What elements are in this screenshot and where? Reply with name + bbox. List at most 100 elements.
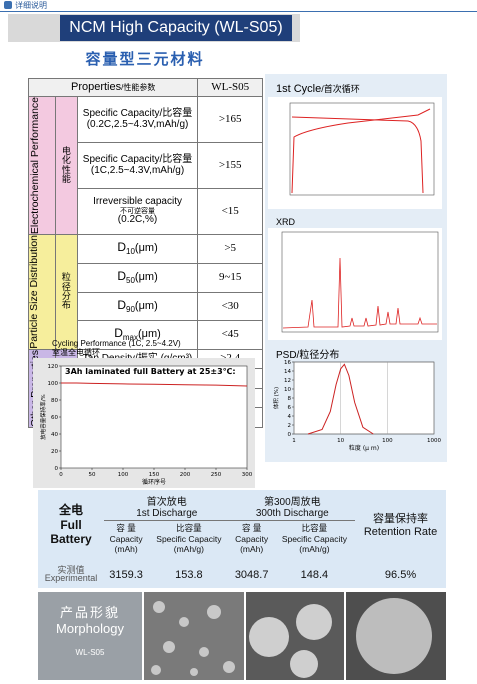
y-tick-label: 16 (284, 360, 291, 366)
group-cn: 电化性能 (55, 95, 78, 236)
head-en: Properties (70, 80, 122, 93)
column-en: Specific Capacity (281, 534, 348, 544)
row-en: Experimental (44, 573, 98, 583)
value: <15 (197, 188, 263, 236)
x-tick-label: 100 (118, 472, 129, 478)
head-cn: /性能参数 (121, 82, 156, 92)
label-sub: max (122, 333, 139, 343)
label-sub: 90 (126, 304, 135, 314)
value: >5 (197, 234, 263, 264)
group-cn: 第300周放电 (263, 497, 321, 508)
plot-area (293, 361, 435, 435)
column-head: 比容量 Specific Capacity (mAh/g) (274, 521, 355, 556)
icon (4, 1, 12, 9)
label-line: (0.2C,2.5~4.3V,mAh/g) (86, 118, 189, 130)
column-unit: (mAh) (240, 544, 264, 554)
retention: 容量保持率 Retention Rate (355, 492, 446, 555)
column-cn: 容 量 (241, 523, 262, 533)
x-tick-label: 1000 (427, 438, 441, 444)
y-tick-label: 10 (284, 387, 291, 393)
cycling-caption: Cycling Performance (1C, 2.5~4.2V) 室温全电循… (52, 339, 181, 357)
value: >165 (197, 95, 263, 144)
y-tick-label: 0 (55, 466, 59, 472)
label-symbol: D (117, 297, 126, 312)
plot-bg (268, 228, 442, 340)
column-cn: 容 量 (116, 523, 136, 533)
title: Cycling Performance (1C, 2.5~4.2V) (52, 339, 181, 348)
value: <30 (197, 291, 263, 322)
label: D50(μm) (76, 262, 199, 293)
y-tick-label: 6 (288, 405, 292, 411)
header-row: Properties/性能参数 WL-S05 (27, 78, 263, 97)
y-tick-label: 120 (48, 364, 59, 370)
column-en: Capacity (109, 534, 143, 544)
label-line: Specific Capacity/比容量 (82, 108, 193, 120)
label-sub: 10 (126, 247, 135, 257)
discharge-curve (291, 116, 424, 194)
group-en: Particle Size Distribution (28, 234, 56, 350)
spacer (38, 555, 446, 565)
group-cn-text: 电化性能 (61, 145, 71, 184)
label-line: (0.2C,%) (117, 214, 158, 226)
top-bar: 详细说明 (0, 0, 477, 12)
sem-2-particles (249, 604, 332, 678)
label-line: 不可逆容量 (120, 207, 156, 215)
x-tick-label: 250 (211, 472, 222, 478)
x-tick-label: 0 (59, 472, 63, 478)
row: D50(μm) 9~15 (29, 262, 263, 293)
row: Dmax(μm) <45 (29, 320, 263, 350)
label-unit: (μm) (138, 328, 161, 341)
xrd-pattern (282, 257, 437, 329)
first-cycle-chart (268, 97, 442, 209)
data-line (61, 382, 248, 387)
group-en-text: Particle Size Distribution (28, 235, 40, 349)
y-axis-label: 体积 (%) (272, 387, 280, 409)
battery-subhead: 容 量 Capacity (mAh) 比容量 Specific Capacity (mAh… (38, 521, 446, 556)
column-unit: (mAh/g) (299, 544, 330, 554)
label: D90(μm) (76, 291, 199, 322)
value: <45 (197, 320, 263, 350)
label-unit: (μm) (134, 242, 158, 255)
row-value: 3159.3 (109, 568, 143, 581)
xrd-chart (268, 228, 442, 340)
column-head: 容 量 Capacity (mAh) (104, 521, 148, 556)
sem-1-particles (151, 601, 235, 676)
morph-model: WL-S05 (75, 648, 105, 657)
cycling-chart: 0 20 40 60 80 100 120 0 50 100 150 200 250 300 循环序号 放电容… (33, 358, 255, 488)
panel-title: XRD (276, 217, 296, 227)
x-axis-label: 粒度 (μ m) (349, 444, 379, 452)
retention-en: Retention Rate (363, 525, 438, 538)
row: Specific Capacity/比容量 (1C,2.5~4.3V,mAh/g)… (29, 142, 263, 190)
y-tick-label: 0 (288, 432, 292, 438)
group-cn: 粒径分布 (55, 234, 78, 350)
x-axis-label: 循环序号 (142, 478, 166, 486)
data-line (307, 363, 374, 435)
label: Dmax(μm) (76, 320, 199, 350)
morphology-label: 产品形貌 Morphology WL-S05 (38, 592, 142, 680)
y-tick-label: 14 (284, 369, 291, 375)
title: 1st Cycle (276, 83, 322, 95)
x-tick-label: 10 (337, 438, 344, 444)
group-en: 1st Discharge (136, 508, 198, 519)
title-cn: /首次循环 (321, 84, 360, 94)
row: Particle Size Distribution 粒径分布 D10(μm) >5 (28, 234, 263, 350)
panel-title: 1st Cycle/首次循环 (276, 82, 360, 95)
battery-label: 全电 Full Battery (38, 492, 104, 555)
y-tick-label: 80 (51, 398, 58, 404)
morph-en: Morphology (56, 621, 124, 636)
label-line: (1C,2.5~4.3V,mAh/g) (90, 164, 185, 176)
column-head: 比容量 Specific Capacity (mAh/g) (148, 521, 229, 556)
battery-table: 全电 Full Battery 首次放电 1st Discharge 第300周放电 30… (38, 492, 446, 584)
x-tick-label: 300 (242, 472, 253, 478)
column-cn: 比容量 (176, 523, 202, 533)
x-tick-label: 200 (180, 472, 191, 478)
value: 9~15 (197, 262, 263, 293)
y-tick-label: 100 (48, 381, 59, 387)
label-symbol: D (114, 326, 123, 341)
row-cn: 实测值 (57, 565, 85, 575)
label-en: Full Battery (50, 518, 92, 546)
group-en: 300th Discharge (255, 508, 329, 519)
y-axis-label: 放电容量保持率/% (39, 394, 47, 440)
group-cn-text: 粒径分布 (61, 272, 71, 311)
subtitle: 室温全电循环 (52, 348, 100, 357)
